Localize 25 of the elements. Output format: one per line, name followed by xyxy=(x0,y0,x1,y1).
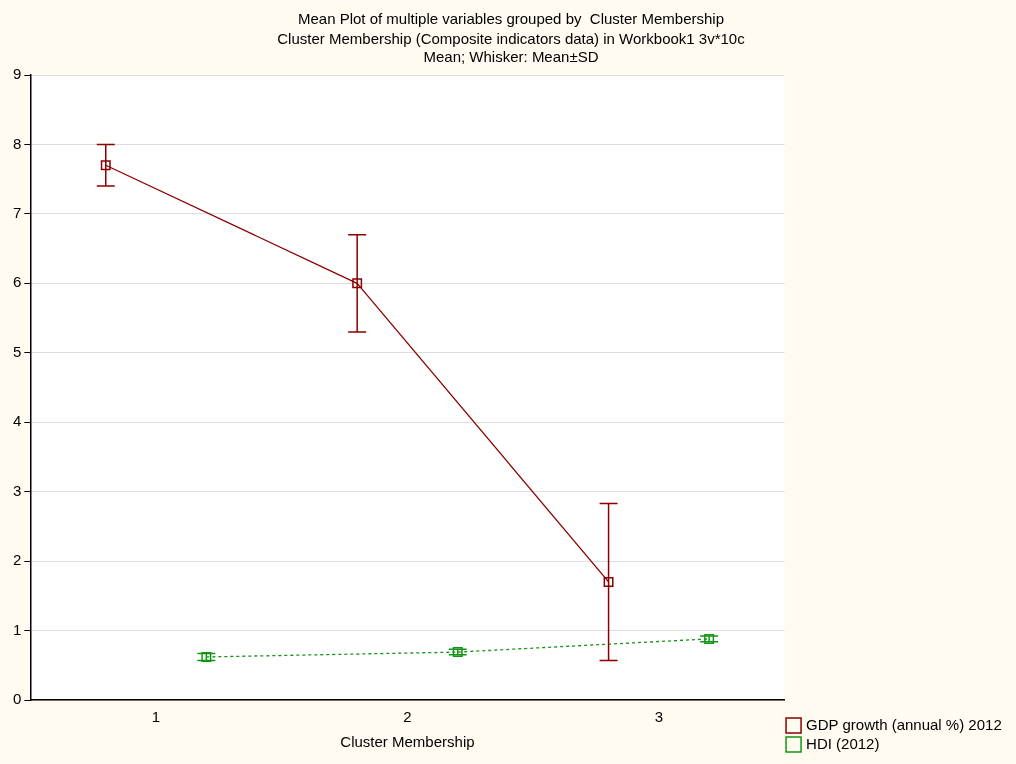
x-tick-label: 2 xyxy=(403,708,412,726)
point xyxy=(603,576,614,587)
y-tick-label: 1 xyxy=(13,620,22,638)
y-tick-label: 5 xyxy=(13,342,22,360)
chart-subtitle: Cluster Membership (Composite indicators data) in Workbook1 3v*10c xyxy=(277,30,746,48)
x-axis-title: Cluster Membership xyxy=(340,733,475,751)
chart-title: Mean Plot of multiple variables grouped by Cluster Membership xyxy=(297,10,725,28)
y-tick-label: 3 xyxy=(13,481,22,499)
point xyxy=(201,651,212,662)
y-tick-label: 9 xyxy=(13,65,22,83)
point xyxy=(704,633,715,644)
point xyxy=(352,278,363,289)
y-tick-label: 0 xyxy=(13,690,22,708)
legend-label: GDP growth (annual %) 2012 xyxy=(806,715,1002,733)
y-tick-label: 6 xyxy=(13,273,22,291)
y-tick-label: 4 xyxy=(13,412,22,430)
point xyxy=(452,647,463,658)
y-tick-label: 2 xyxy=(13,551,22,569)
x-tick-label: 3 xyxy=(654,708,664,726)
x-tick-label: 1 xyxy=(151,708,161,726)
point xyxy=(100,160,111,171)
y-tick-label: 8 xyxy=(13,134,22,152)
legend-label: HDI (2012) xyxy=(806,734,880,752)
y-tick-label: 7 xyxy=(13,204,22,222)
text: Mean; Whisker: Mean±SD xyxy=(423,48,599,66)
